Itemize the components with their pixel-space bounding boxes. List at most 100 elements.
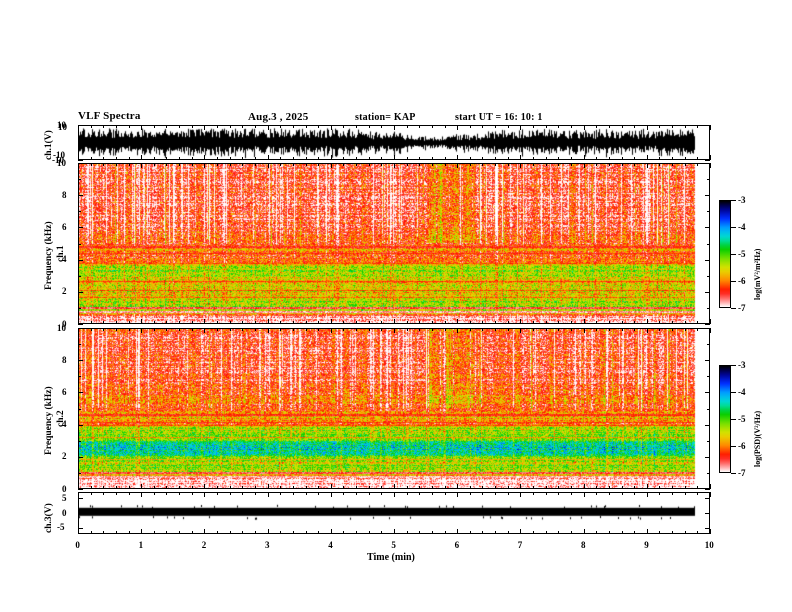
xtick-ch1-waveform [90, 157, 92, 160]
xtick-ch1-waveform [242, 157, 244, 160]
xtick-ch1-spectrogram [90, 321, 92, 324]
xtick-top-ch2-spectrogram [179, 328, 181, 331]
xtick-top-ch1-spectrogram [115, 163, 117, 166]
xtick-top-ch2-spectrogram [141, 328, 143, 333]
xtick-top-ch1-waveform [419, 125, 421, 128]
xtick-top-ch1-waveform [356, 125, 358, 128]
xaxis-label: Time (min) [367, 552, 415, 563]
xtick-top-ch1-spectrogram [697, 163, 699, 166]
ch1-waveform-ytick-top: 10 [58, 122, 67, 132]
xtick-top-ch1-waveform [659, 125, 661, 128]
xtick-ch1-spectrogram [141, 319, 143, 324]
ch1-waveform-trace [79, 126, 709, 159]
xtick-ch2-spectrogram [103, 486, 105, 489]
xtick-label-2: 2 [201, 540, 207, 550]
xtick-ch1-spectrogram [368, 321, 370, 324]
xtick-ch1-spectrogram [545, 321, 547, 324]
ytick-label-ch1-spectrogram-4: 8 [62, 189, 67, 200]
xtick-top-ch1-waveform [254, 125, 256, 128]
xtick-top-ch3-waveform [78, 492, 79, 497]
figure-station: station= KAP [355, 112, 416, 123]
xtick-ch2-spectrogram [621, 486, 623, 489]
xtick-ch3-waveform [267, 529, 269, 534]
xtick-top-ch3-waveform [621, 492, 623, 495]
xtick-ch1-spectrogram [330, 319, 332, 324]
xtick-ch2-spectrogram [482, 486, 484, 489]
ytick-right-ch1-spectrogram [705, 163, 710, 164]
xtick-ch1-spectrogram [482, 321, 484, 324]
xtick-top-ch1-spectrogram [368, 163, 370, 166]
ytick-minor-ch1-spectrogram [78, 307, 81, 309]
xtick-ch1-waveform [128, 157, 130, 160]
xtick-top-ch1-waveform [204, 125, 206, 130]
xtick-ch1-spectrogram [558, 321, 560, 324]
xtick-top-ch2-spectrogram [419, 328, 421, 331]
xtick-top-ch3-waveform [229, 492, 231, 495]
xtick-ch3-waveform [482, 531, 484, 534]
ytick-label-ch1-waveform-0: 10 [57, 119, 66, 130]
ytick-label-ch3-waveform-2: -5 [57, 522, 65, 533]
ytick-minor-right-ch1-spectrogram [707, 179, 710, 181]
xtick-top-ch2-spectrogram [520, 328, 522, 333]
ytick-right-ch2-spectrogram [705, 328, 710, 329]
xtick-top-ch1-waveform [343, 125, 345, 128]
xtick-top-ch1-spectrogram [659, 163, 661, 166]
xtick-top-ch3-waveform [90, 492, 92, 495]
xtick-ch3-waveform [318, 531, 320, 534]
xtick-top-ch1-spectrogram [533, 163, 535, 166]
xtick-top-ch1-spectrogram [558, 163, 560, 166]
xtick-top-ch3-waveform [191, 492, 193, 495]
xtick-top-ch3-waveform [646, 492, 648, 497]
xtick-top-ch1-spectrogram [444, 163, 446, 166]
xtick-top-ch1-spectrogram [166, 163, 168, 166]
xtick-label-8: 8 [581, 540, 586, 550]
colorbar-tick-label-0-3: -6 [738, 276, 746, 286]
xtick-ch1-waveform [457, 155, 459, 160]
xtick-top-ch1-spectrogram [305, 163, 307, 166]
xtick-top-ch3-waveform [305, 492, 307, 495]
xtick-ch3-waveform [507, 531, 509, 534]
xtick-top-ch1-spectrogram [343, 163, 345, 166]
xtick-ch1-waveform [368, 157, 370, 160]
xtick-ch3-waveform [684, 531, 686, 534]
xtick-ch3-waveform [621, 531, 623, 534]
xtick-top-ch3-waveform [267, 492, 269, 497]
xtick-ch2-spectrogram [141, 484, 143, 489]
xtick-top-ch1-waveform [217, 125, 219, 128]
xtick-top-ch1-waveform [115, 125, 117, 128]
xtick-ch3-waveform [558, 531, 560, 534]
xtick-top-ch2-spectrogram [621, 328, 623, 331]
xtick-top-ch1-waveform [305, 125, 307, 128]
xtick-top-ch1-waveform [78, 125, 79, 130]
xtick-top-ch1-spectrogram [191, 163, 193, 166]
xtick-ch1-waveform [204, 155, 206, 160]
colorbar-tick-1-3 [731, 446, 736, 447]
xtick-ch2-spectrogram [356, 486, 358, 489]
xtick-top-ch1-spectrogram [621, 163, 623, 166]
ytick-ch2-spectrogram [78, 456, 83, 458]
xtick-ch2-spectrogram [394, 484, 395, 489]
xtick-ch3-waveform [128, 531, 130, 534]
xtick-top-ch2-spectrogram [128, 328, 130, 331]
xtick-top-ch1-spectrogram [267, 163, 269, 168]
xtick-top-ch2-spectrogram [646, 328, 648, 333]
ytick-label-ch1-spectrogram-1: 2 [62, 286, 67, 297]
xtick-ch1-waveform [621, 157, 623, 160]
xtick-ch3-waveform [103, 531, 105, 534]
xtick-ch1-spectrogram [659, 321, 661, 324]
xtick-ch2-spectrogram [128, 486, 130, 489]
xtick-top-ch3-waveform [343, 492, 345, 495]
xtick-top-ch1-spectrogram [507, 163, 509, 166]
xtick-ch2-spectrogram [229, 486, 231, 489]
xtick-ch2-spectrogram [330, 484, 332, 489]
xtick-ch2-spectrogram [292, 486, 294, 489]
xtick-ch3-waveform [280, 531, 282, 534]
xtick-top-ch1-waveform [646, 125, 648, 130]
ytick-label-ch3-waveform-1: 0 [62, 507, 67, 518]
xtick-ch3-waveform [305, 531, 307, 534]
xtick-ch1-spectrogram [115, 321, 117, 324]
xtick-top-ch3-waveform [128, 492, 130, 495]
xtick-ch2-spectrogram [697, 486, 699, 489]
xtick-ch2-spectrogram [457, 484, 459, 489]
xtick-ch2-spectrogram [646, 484, 648, 489]
